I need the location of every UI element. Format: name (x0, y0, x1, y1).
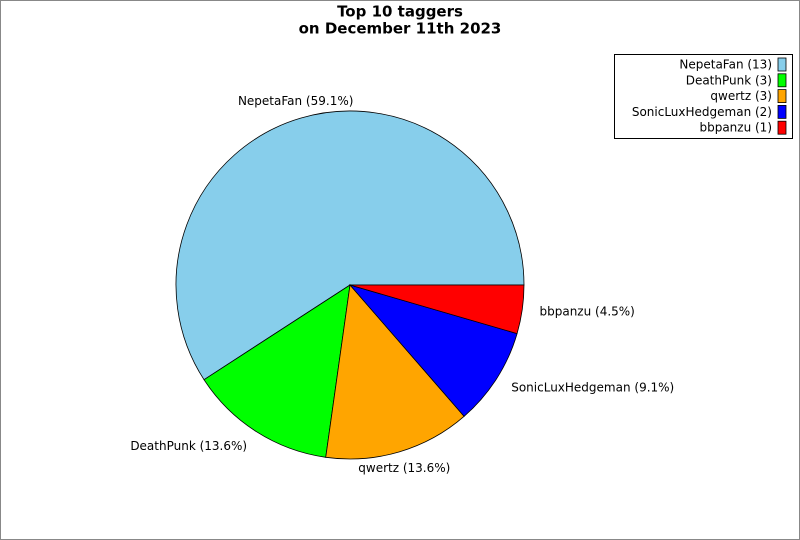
slice-label: bbpanzu (4.5%) (539, 304, 634, 318)
pie-slice (349, 284, 525, 335)
pie-slice (348, 284, 518, 417)
slice-label: SonicLuxHedgeman (9.1%) (511, 381, 674, 395)
legend-label: NepetaFan (13) (679, 58, 772, 72)
legend-label: qwertz (3) (710, 89, 772, 103)
legend-swatch (777, 105, 787, 119)
pie-slice (325, 284, 465, 460)
chart-title: on December 11th 2023 (299, 20, 502, 38)
legend-label: DeathPunk (3) (686, 73, 772, 87)
legend-label: bbpanzu (1) (699, 121, 772, 135)
legend-swatch (777, 89, 787, 103)
legend-swatch (777, 73, 787, 88)
slice-label: NepetaFan (59.1%) (238, 94, 353, 108)
legend-label: SonicLuxHedgeman (2) (632, 105, 772, 119)
slice-label: DeathPunk (13.6%) (130, 439, 247, 453)
legend-box (614, 54, 793, 139)
legend-swatch (777, 120, 787, 135)
slice-label: qwertz (13.6%) (358, 461, 450, 475)
pie-slice (175, 110, 525, 381)
pie-slice (203, 284, 351, 458)
legend-swatch (777, 57, 787, 72)
chart-title: Top 10 taggers (337, 3, 463, 21)
